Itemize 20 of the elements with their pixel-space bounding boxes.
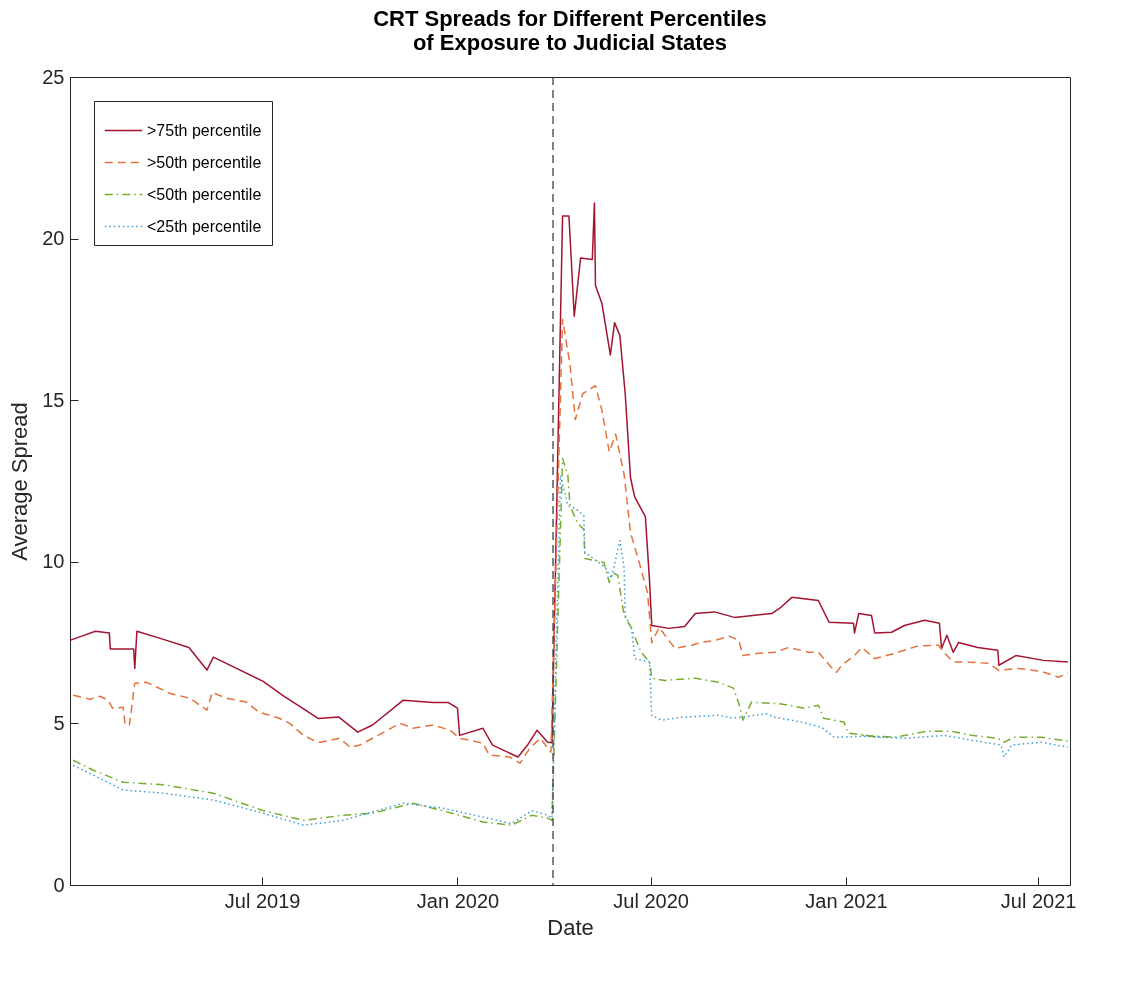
line-series — [72, 318, 1069, 764]
x-tick-label: Jan 2021 — [805, 889, 888, 912]
y-tick-label: 20 — [42, 227, 65, 250]
x-tick-label: Jul 2021 — [1000, 889, 1077, 912]
y-tick-label: 25 — [42, 65, 65, 88]
x-axis-title: Date — [547, 914, 594, 940]
x-tick-label: Jul 2019 — [224, 889, 301, 912]
legend-label: <25th percentile — [147, 217, 262, 235]
y-tick-label: 15 — [42, 388, 65, 411]
y-tick-label: 0 — [53, 873, 65, 896]
y-tick-label: 5 — [53, 711, 65, 734]
x-tick-label: Jul 2020 — [613, 889, 689, 912]
y-tick-label: 10 — [42, 550, 65, 573]
legend-label: >75th percentile — [147, 121, 262, 139]
x-tick-label: Jan 2020 — [416, 889, 500, 912]
line-series — [70, 202, 1069, 758]
legend-label: <50th percentile — [147, 185, 262, 203]
chart-title: CRT Spreads for Different Percentiles of Exposure to Judicial States — [373, 6, 767, 55]
y-axis-title: Average Spread — [7, 402, 33, 561]
legend-label: >50th percentile — [147, 153, 262, 171]
